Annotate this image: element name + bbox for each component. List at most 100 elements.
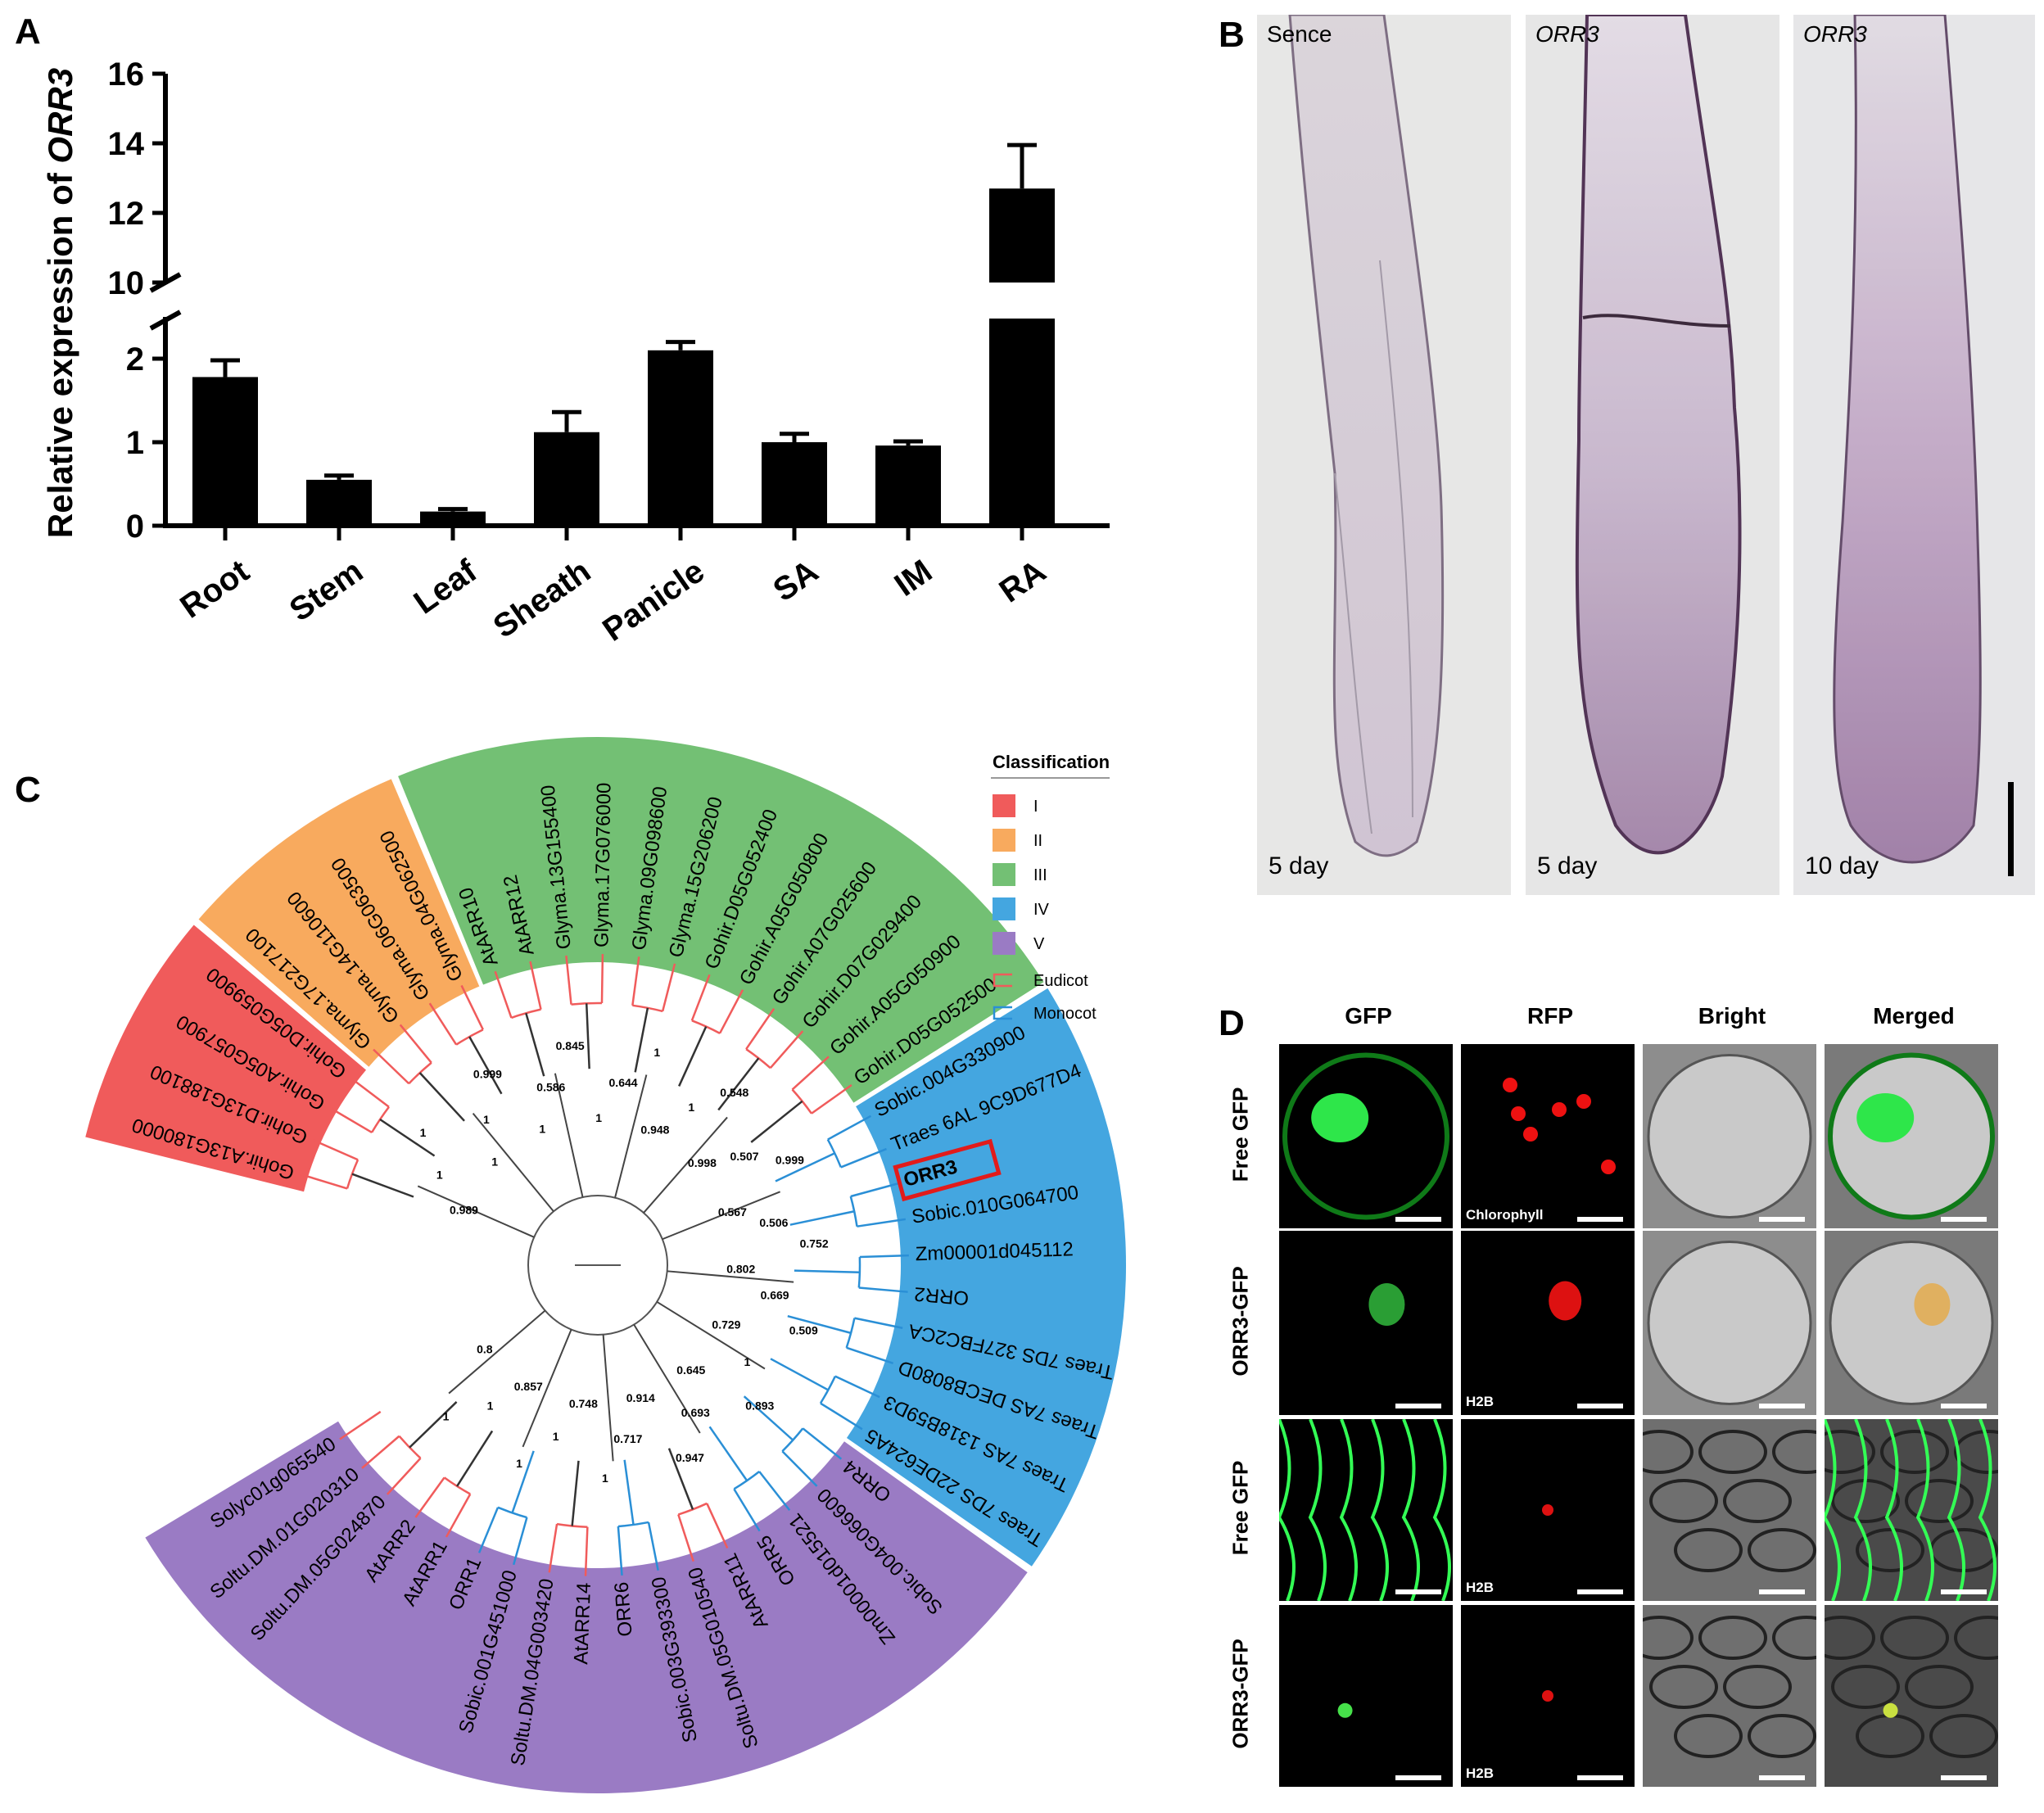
tree-branch bbox=[717, 1057, 760, 1111]
legend-label: Monocot bbox=[1033, 1005, 1097, 1023]
tree-branch bbox=[708, 1426, 748, 1481]
bootstrap-label: 0.693 bbox=[681, 1406, 710, 1419]
tree-internal-branch bbox=[662, 1191, 780, 1241]
legend-label: II bbox=[1033, 832, 1042, 850]
tree-internal-branch bbox=[472, 1112, 554, 1212]
y-tick-label: 1 bbox=[126, 425, 144, 461]
gfp-membrane bbox=[1401, 1419, 1420, 1601]
subcellular-localization-panel: GFP RFP Bright Merged Free GFP Chlorophyll ORR… bbox=[1220, 1003, 2039, 1810]
y-tick-label: 2 bbox=[126, 341, 144, 378]
gfp-membrane bbox=[1978, 1419, 1997, 1601]
tree-branch bbox=[781, 1450, 818, 1487]
leaf-cell-outline bbox=[1772, 1616, 1816, 1660]
leaf-cell-outline bbox=[1772, 1430, 1816, 1474]
tree-branch bbox=[770, 1358, 829, 1391]
micrograph-bottom-label: 5 day bbox=[1537, 852, 1598, 879]
tree-internal-branch bbox=[602, 1334, 614, 1462]
scale-bar bbox=[1395, 1217, 1441, 1222]
tree-branch bbox=[585, 1003, 590, 1069]
x-tick-label: Stem bbox=[283, 553, 369, 628]
tree-internal-branch bbox=[656, 1300, 766, 1370]
leaf-cell-outline bbox=[1649, 1665, 1718, 1709]
bootstrap-label: 0.507 bbox=[730, 1150, 758, 1163]
tree-branch bbox=[718, 989, 744, 1034]
tree-root-ring bbox=[527, 1195, 668, 1336]
root-image-sence bbox=[1257, 13, 1511, 895]
leaf-cell-outline bbox=[1929, 1714, 1998, 1758]
tree-branch bbox=[511, 1450, 535, 1513]
micrograph-bottom-label: 10 day bbox=[1805, 852, 1879, 879]
scale-bar bbox=[1395, 1404, 1441, 1408]
y-tick-label: 10 bbox=[108, 265, 145, 301]
tree-branch bbox=[428, 1002, 458, 1046]
tree-branch bbox=[300, 1173, 348, 1190]
tree-clade-arc bbox=[857, 1257, 861, 1288]
micrograph-bright bbox=[1643, 1044, 1816, 1228]
legend-label: III bbox=[1033, 866, 1047, 884]
bootstrap-label: 0.586 bbox=[536, 1081, 565, 1094]
row-label: Free GFP bbox=[1228, 1087, 1253, 1182]
legend-swatch bbox=[993, 794, 1015, 817]
h2b-nucleus bbox=[1549, 1281, 1582, 1321]
gfp-membrane bbox=[1370, 1419, 1389, 1601]
gfp-nucleus bbox=[1883, 1702, 1898, 1718]
leaf-cell-outline bbox=[1643, 1616, 1694, 1660]
chlorophyll-signal bbox=[1503, 1078, 1517, 1092]
chlorophyll-signal bbox=[1552, 1102, 1567, 1117]
tree-branch bbox=[840, 1147, 887, 1169]
bootstrap-label: 0.999 bbox=[473, 1068, 502, 1081]
tree-branch bbox=[706, 1503, 729, 1549]
tree-branch bbox=[631, 956, 640, 1006]
legend-swatch bbox=[993, 897, 1015, 920]
bootstrap-label: 1 bbox=[553, 1430, 559, 1443]
gfp-membrane bbox=[1884, 1419, 1903, 1601]
micrograph-rfp: H2B bbox=[1461, 1419, 1635, 1601]
scale-bar bbox=[1941, 1775, 1987, 1780]
tree-clade-arc bbox=[691, 1020, 721, 1034]
bootstrap-label: 0.8 bbox=[477, 1342, 493, 1355]
rfp-marker-label: H2B bbox=[1466, 1580, 1495, 1595]
legend-label: I bbox=[1033, 798, 1038, 816]
h2b-nucleus bbox=[1542, 1504, 1553, 1516]
scale-bar bbox=[1941, 1589, 1987, 1594]
protoplast-outline bbox=[1647, 1241, 1812, 1405]
tree-branch bbox=[349, 1076, 390, 1108]
tree-clade-arc bbox=[849, 1196, 858, 1227]
micrograph-bright bbox=[1643, 1605, 1816, 1787]
tree-branch bbox=[820, 1402, 863, 1431]
tree-branch bbox=[584, 1526, 589, 1576]
bootstrap-label: 0.893 bbox=[745, 1399, 774, 1412]
bootstrap-label: 1 bbox=[516, 1457, 522, 1470]
leaf-cell-outline bbox=[1748, 1714, 1816, 1758]
tree-branch bbox=[399, 1024, 432, 1064]
x-tick-label: SA bbox=[766, 553, 825, 608]
tree-clade-arc bbox=[845, 1318, 856, 1349]
tree-internal-branch bbox=[448, 1309, 546, 1395]
class-wedge-V bbox=[145, 1421, 1028, 1793]
tree-branch bbox=[787, 1314, 852, 1335]
gfp-membrane bbox=[1853, 1419, 1872, 1601]
panel-letter-b: B bbox=[1219, 15, 1245, 55]
scale-bar bbox=[1577, 1217, 1623, 1222]
bootstrap-label: 0.509 bbox=[789, 1323, 818, 1336]
bootstrap-label: 1 bbox=[420, 1126, 427, 1139]
gfp-signal bbox=[1856, 1093, 1915, 1142]
bootstrap-label: 0.914 bbox=[626, 1391, 655, 1404]
tree-branch bbox=[379, 1118, 436, 1157]
tree-leaf-label: ORR6 bbox=[611, 1581, 637, 1638]
leaf-cell-outline bbox=[1880, 1616, 1949, 1660]
tree-clade-arc bbox=[497, 1506, 527, 1519]
bootstrap-label: 1 bbox=[436, 1169, 443, 1182]
gfp-membrane bbox=[1308, 1419, 1327, 1601]
panel-letter-d: D bbox=[1219, 1003, 1245, 1043]
protoplast-outline bbox=[1647, 1054, 1812, 1218]
scale-bar bbox=[1577, 1775, 1623, 1780]
bar bbox=[192, 377, 258, 526]
tree-internal-branch bbox=[614, 1074, 648, 1198]
bootstrap-label: 0.845 bbox=[556, 1039, 585, 1052]
scale-bar bbox=[1577, 1589, 1623, 1594]
tree-branch bbox=[600, 954, 604, 1004]
leaf-cell-outline bbox=[1748, 1528, 1816, 1572]
scale-bar bbox=[1759, 1404, 1805, 1408]
